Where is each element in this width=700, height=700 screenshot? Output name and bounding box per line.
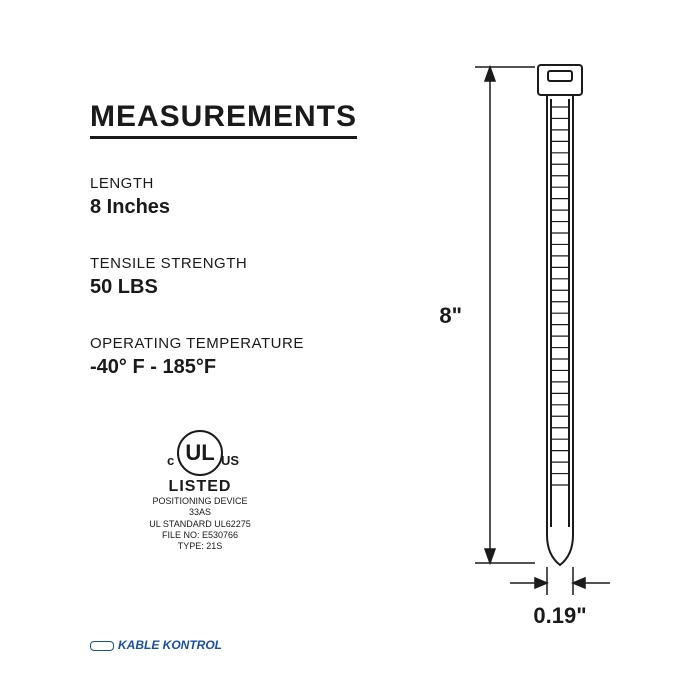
ul-line1: POSITIONING DEVICE <box>115 496 285 507</box>
spec-tensile-label: TENSILE STRENGTH <box>90 255 247 272</box>
brand-logo: KABLE KONTROL <box>90 638 222 652</box>
ul-listed-badge: c UL US LISTED POSITIONING DEVICE 33AS U… <box>115 430 285 552</box>
ul-line2: 33AS <box>115 507 285 518</box>
cable-tie-diagram: 8" 0.19" <box>420 55 640 655</box>
width-label: 0.19" <box>533 603 586 628</box>
ul-line3: UL STANDARD UL62275 <box>115 519 285 530</box>
width-dimension <box>510 567 610 595</box>
ul-ul: UL <box>185 440 214 466</box>
ul-listed-text: LISTED <box>115 478 285 496</box>
spec-tensile-value: 50 LBS <box>90 276 247 299</box>
spec-length-label: LENGTH <box>90 175 170 192</box>
spec-length: LENGTH 8 Inches <box>90 175 170 219</box>
page-title: MEASUREMENTS <box>90 100 357 139</box>
spec-length-value: 8 Inches <box>90 196 170 219</box>
ul-c: c <box>167 453 174 468</box>
spec-temp-value: -40° F - 185°F <box>90 356 304 379</box>
ul-line4: FILE NO: E530766 <box>115 530 285 541</box>
cable-tie-icon <box>538 65 582 565</box>
spec-temp: OPERATING TEMPERATURE -40° F - 185°F <box>90 335 304 379</box>
spec-temp-label: OPERATING TEMPERATURE <box>90 335 304 352</box>
ul-line5: TYPE: 21S <box>115 541 285 552</box>
spec-tensile: TENSILE STRENGTH 50 LBS <box>90 255 247 299</box>
ul-circle-icon: c UL US <box>177 430 223 476</box>
ul-us: US <box>221 453 239 468</box>
height-label: 8" <box>439 303 462 328</box>
height-dimension <box>475 67 535 563</box>
